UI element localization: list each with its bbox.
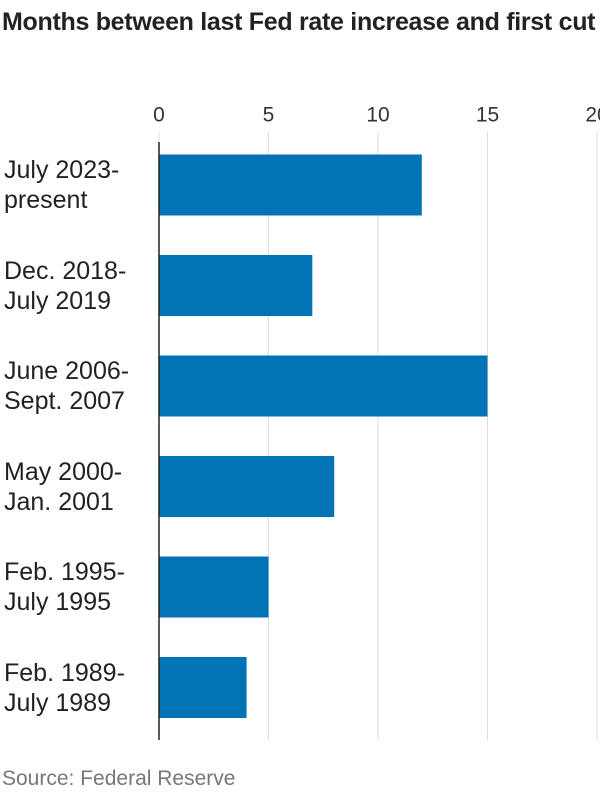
bar <box>159 355 488 417</box>
y-tick-label: June 2006- Sept. 2007 <box>4 357 130 415</box>
y-tick-label: Dec. 2018- July 2019 <box>4 256 127 315</box>
bar <box>159 255 313 316</box>
y-tick-label: Feb. 1989- July 1989 <box>4 658 125 717</box>
y-tick-label: May 2000- Jan. 2001 <box>4 457 123 516</box>
chart-title: Months between last Fed rate increase an… <box>2 8 596 36</box>
bar <box>159 556 269 618</box>
x-tick-label: 10 <box>366 104 389 127</box>
bar <box>159 456 335 517</box>
source-note: Source: Federal Reserve <box>2 767 236 790</box>
x-tick-label: 5 <box>263 104 275 127</box>
y-tick-label: Feb. 1995- July 1995 <box>4 558 125 616</box>
x-tick-label: 15 <box>476 104 499 127</box>
x-tick-label: 20 <box>585 104 600 127</box>
x-tick-label: 0 <box>153 104 165 127</box>
bar <box>159 154 422 216</box>
bar <box>159 657 247 718</box>
y-tick-label: July 2023- present <box>4 156 120 214</box>
